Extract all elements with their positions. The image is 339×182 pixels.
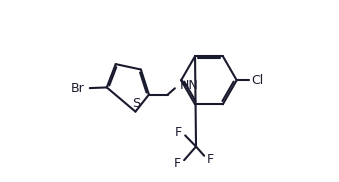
Text: Br: Br	[71, 82, 84, 95]
Text: F: F	[207, 153, 214, 166]
Text: F: F	[174, 157, 181, 170]
Text: HN: HN	[179, 79, 198, 92]
Text: Cl: Cl	[251, 74, 263, 87]
Text: F: F	[175, 126, 182, 139]
Text: S: S	[132, 97, 141, 110]
